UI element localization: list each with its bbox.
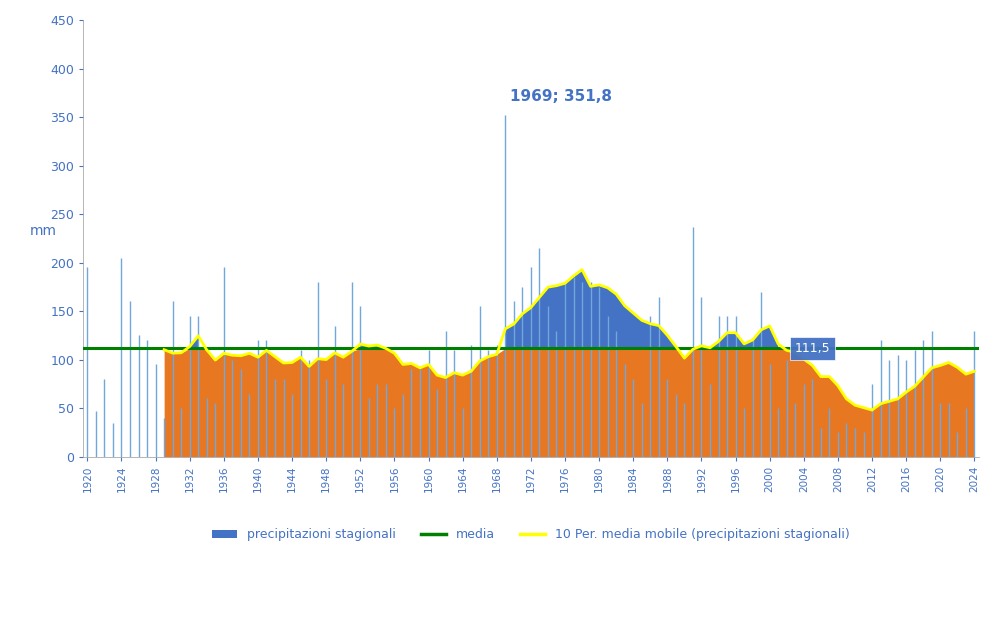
Legend: precipitazioni stagionali, media, 10 Per. media mobile (precipitazioni stagional: precipitazioni stagionali, media, 10 Per…	[207, 524, 854, 547]
Y-axis label: mm: mm	[29, 224, 57, 238]
Text: 1969; 351,8: 1969; 351,8	[509, 89, 611, 104]
Text: 111,5: 111,5	[794, 342, 829, 355]
